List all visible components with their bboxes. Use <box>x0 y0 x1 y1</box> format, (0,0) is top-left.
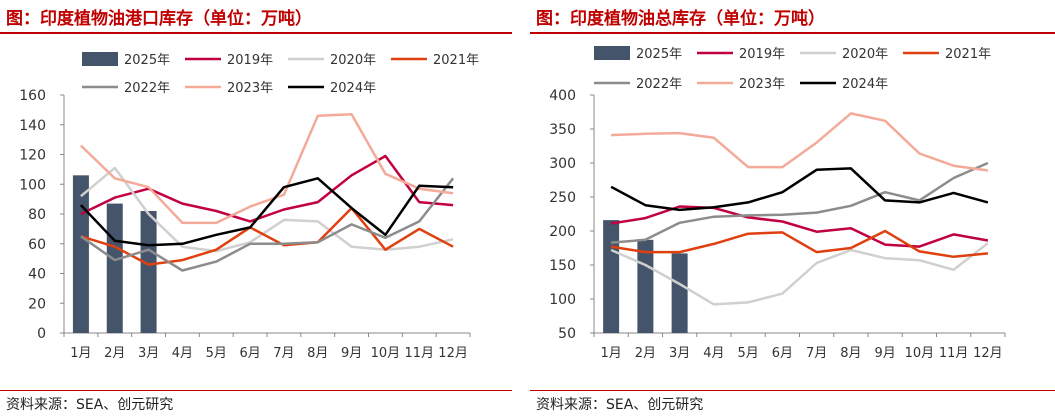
series-line-2020年 <box>610 242 989 306</box>
legend-label: 2022年 <box>636 77 682 92</box>
chart-title: 图：印度植物油港口库存（单位：万吨） <box>6 9 312 29</box>
x-tick-label: 7月 <box>806 346 827 361</box>
bar-2025年 <box>106 203 123 333</box>
x-tick-label: 12月 <box>973 346 1003 361</box>
legend-label: 2019年 <box>739 47 785 62</box>
legend-swatch <box>594 46 630 60</box>
total-inventory-chart: 50 100 150 200 250 300 350 400 1月 2月 3月 4月 5月 6月 7月 8月 9… <box>549 46 1006 361</box>
y-tick-label: 350 <box>549 122 576 138</box>
legend-label: 2025年 <box>636 47 682 62</box>
y-tick-label: 100 <box>19 177 46 193</box>
x-tick-label: 1月 <box>600 346 621 361</box>
x-tick-label: 1月 <box>70 346 91 361</box>
y-tick-label: 80 <box>28 207 46 223</box>
x-tick-label: 8月 <box>840 346 861 361</box>
x-tick-label: 12月 <box>438 346 468 361</box>
x-tick-label: 11月 <box>404 346 434 361</box>
x-tick-label: 9月 <box>341 346 362 361</box>
port-inventory-panel: 图：印度植物油港口库存（单位：万吨） 0 20 40 60 80 100 120 140 160… <box>0 0 520 416</box>
x-tick-label: 3月 <box>138 346 159 361</box>
source-rule <box>0 390 512 391</box>
legend-label: 2019年 <box>227 53 273 68</box>
legend-label: 2020年 <box>330 53 376 68</box>
total-inventory-panel: 图：印度植物油总库存（单位：万吨） 50 100 150 200 250 300 350 40… <box>530 0 1055 416</box>
x-tick-label: 2月 <box>104 346 125 361</box>
series-line-2021年 <box>80 206 454 266</box>
source-note: 资料来源：SEA、创元研究 <box>6 397 174 413</box>
legend-label: 2023年 <box>739 77 785 92</box>
x-tick-label: 8月 <box>307 346 328 361</box>
port-inventory-chart: 0 20 40 60 80 100 120 140 160 1月 2月 3月 4月 5月 6月 7月 8月 9月 1… <box>19 52 479 361</box>
x-tick-label: 5月 <box>206 346 227 361</box>
y-tick-label: 20 <box>28 296 46 312</box>
y-tick-label: 60 <box>28 237 46 253</box>
x-tick-label: 10月 <box>905 346 935 361</box>
title-rule <box>0 32 512 34</box>
series-line-2022年 <box>80 177 455 272</box>
legend-swatch <box>82 52 118 66</box>
legend-label: 2022年 <box>124 81 170 96</box>
legend-label: 2021年 <box>945 47 991 62</box>
source-rule <box>530 390 1055 391</box>
series-line-2024年 <box>79 177 454 247</box>
y-tick-label: 40 <box>28 267 46 283</box>
x-tick-label: 3月 <box>669 346 690 361</box>
y-tick-label: 140 <box>19 118 46 134</box>
bar-2025年 <box>637 239 654 333</box>
y-tick-label: 150 <box>549 258 576 274</box>
x-tick-label: 10月 <box>371 346 401 361</box>
y-tick-label: 100 <box>549 292 576 308</box>
series-line-2022年 <box>610 161 989 244</box>
x-tick-label: 11月 <box>939 346 969 361</box>
legend-label: 2024年 <box>330 81 376 96</box>
source-note: 资料来源：SEA、创元研究 <box>536 397 704 413</box>
x-tick-label: 7月 <box>273 346 294 361</box>
y-tick-label: 250 <box>549 190 576 206</box>
bar-2025年 <box>140 211 157 333</box>
chart-title: 图：印度植物油总库存（单位：万吨） <box>536 9 825 29</box>
x-tick-label: 2月 <box>635 346 656 361</box>
series-line-2023年 <box>80 113 454 225</box>
legend-label: 2020年 <box>842 47 888 62</box>
x-tick-label: 9月 <box>874 346 895 361</box>
series-line-2019年 <box>80 154 454 223</box>
y-tick-label: 200 <box>549 224 576 240</box>
y-tick-label: 160 <box>19 88 46 104</box>
bar-2025年 <box>72 175 89 333</box>
legend-label: 2025年 <box>124 53 170 68</box>
series-line-2024年 <box>610 167 989 212</box>
y-tick-label: 400 <box>549 88 576 104</box>
bar-2025年 <box>603 220 620 333</box>
y-tick-label: 50 <box>558 326 576 342</box>
series-line-2020年 <box>80 166 454 253</box>
x-tick-label: 6月 <box>772 346 793 361</box>
legend-label: 2024年 <box>842 77 888 92</box>
y-tick-label: 120 <box>19 148 46 164</box>
y-tick-label: 300 <box>549 156 576 172</box>
series-line-2021年 <box>610 229 989 259</box>
bar-2025年 <box>671 253 688 333</box>
legend-label: 2021年 <box>433 53 479 68</box>
legend-label: 2023年 <box>227 81 273 96</box>
x-tick-label: 5月 <box>737 346 758 361</box>
x-tick-label: 4月 <box>703 346 724 361</box>
title-rule <box>530 32 1055 34</box>
x-tick-label: 4月 <box>172 346 193 361</box>
x-tick-label: 6月 <box>239 346 260 361</box>
y-tick-label: 0 <box>37 326 46 342</box>
series-line-2023年 <box>611 112 989 172</box>
